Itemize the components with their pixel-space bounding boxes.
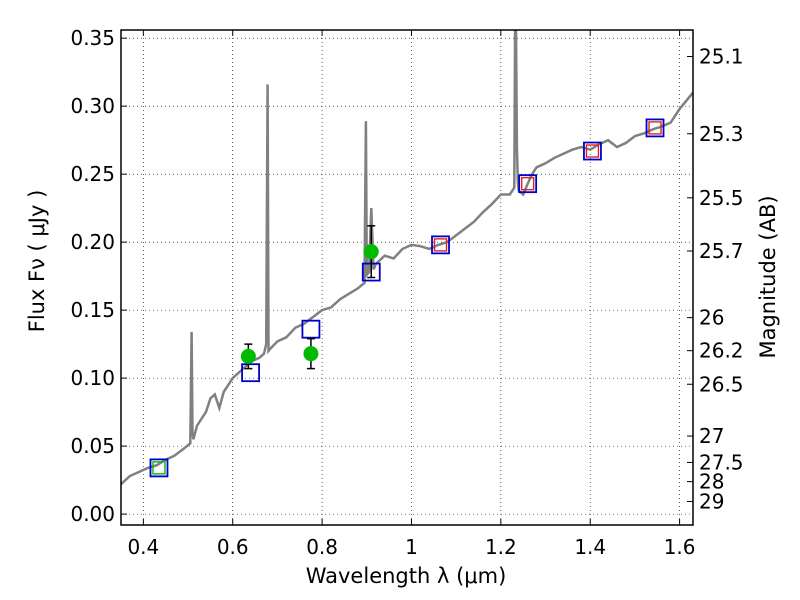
- y2-tick-label: 29: [699, 489, 724, 513]
- y2-tick-label: 26.5: [699, 372, 744, 396]
- x-axis-label: Wavelength λ (μm): [306, 564, 507, 588]
- y2-tick-label: 27.5: [699, 450, 744, 474]
- x-tick-label: 0.8: [306, 535, 338, 559]
- observed-point: [240, 348, 256, 364]
- y2-tick-label: 25.5: [699, 186, 744, 210]
- model-boxes: [149, 118, 665, 478]
- y-tick-label: 0.30: [70, 94, 115, 118]
- y-tick-label: 0.05: [70, 434, 115, 458]
- model-box: [301, 319, 321, 339]
- inner-box: [585, 144, 600, 158]
- model-box: [645, 118, 665, 138]
- x-tick-label: 1.4: [574, 535, 606, 559]
- inner-box: [648, 121, 662, 135]
- model-box: [149, 458, 169, 478]
- y2-tick-label: 27: [699, 424, 724, 448]
- y2-tick-label: 25.3: [699, 122, 744, 146]
- inner-box: [152, 461, 166, 475]
- y-tick-label: 0.15: [70, 298, 115, 322]
- observed-points: [240, 225, 379, 370]
- y2-tick-label: 26.2: [699, 339, 744, 363]
- x-tick-label: 1.2: [485, 535, 517, 559]
- x-axis-ticks: 0.4 0.6 0.8 1 1.2 1.4 1.6: [127, 30, 696, 559]
- y-tick-label: 0.35: [70, 26, 115, 50]
- y-axis-ticks: 0.00 0.05 0.10 0.15 0.20 0.25 0.30 0.35: [70, 26, 127, 526]
- model-box: [241, 363, 260, 383]
- model-box: [583, 141, 602, 161]
- plot-frame: [120, 29, 694, 526]
- observed-point: [363, 244, 379, 260]
- y-gridlines: [121, 37, 693, 515]
- y-tick-label: 0.10: [70, 366, 115, 390]
- spectrum-line: [121, 30, 693, 486]
- model-box: [431, 235, 450, 255]
- y2-tick-label: 26: [699, 306, 724, 330]
- y-tick-label: 0.20: [70, 230, 115, 254]
- inner-boxes: [152, 121, 662, 475]
- x-tick-label: 1: [405, 535, 418, 559]
- observed-point: [303, 346, 319, 362]
- model-box: [518, 174, 538, 194]
- y2-tick-label: 25.1: [699, 45, 744, 69]
- x-tick-label: 0.6: [217, 535, 249, 559]
- y2-tick-label: 25.7: [699, 239, 744, 263]
- inner-box: [520, 176, 535, 191]
- y-tick-label: 0.25: [70, 162, 115, 186]
- x-gridlines: [143, 30, 680, 525]
- y-tick-label: 0.00: [70, 502, 115, 526]
- y-axis-label: Flux Fν ( μJy ): [25, 190, 49, 333]
- x-tick-label: 1.6: [664, 535, 696, 559]
- y2-axis-label: Magnitude (AB): [756, 195, 780, 358]
- x-tick-label: 0.4: [127, 535, 159, 559]
- inner-box: [433, 238, 448, 252]
- y2-tick-label: 28: [699, 470, 724, 494]
